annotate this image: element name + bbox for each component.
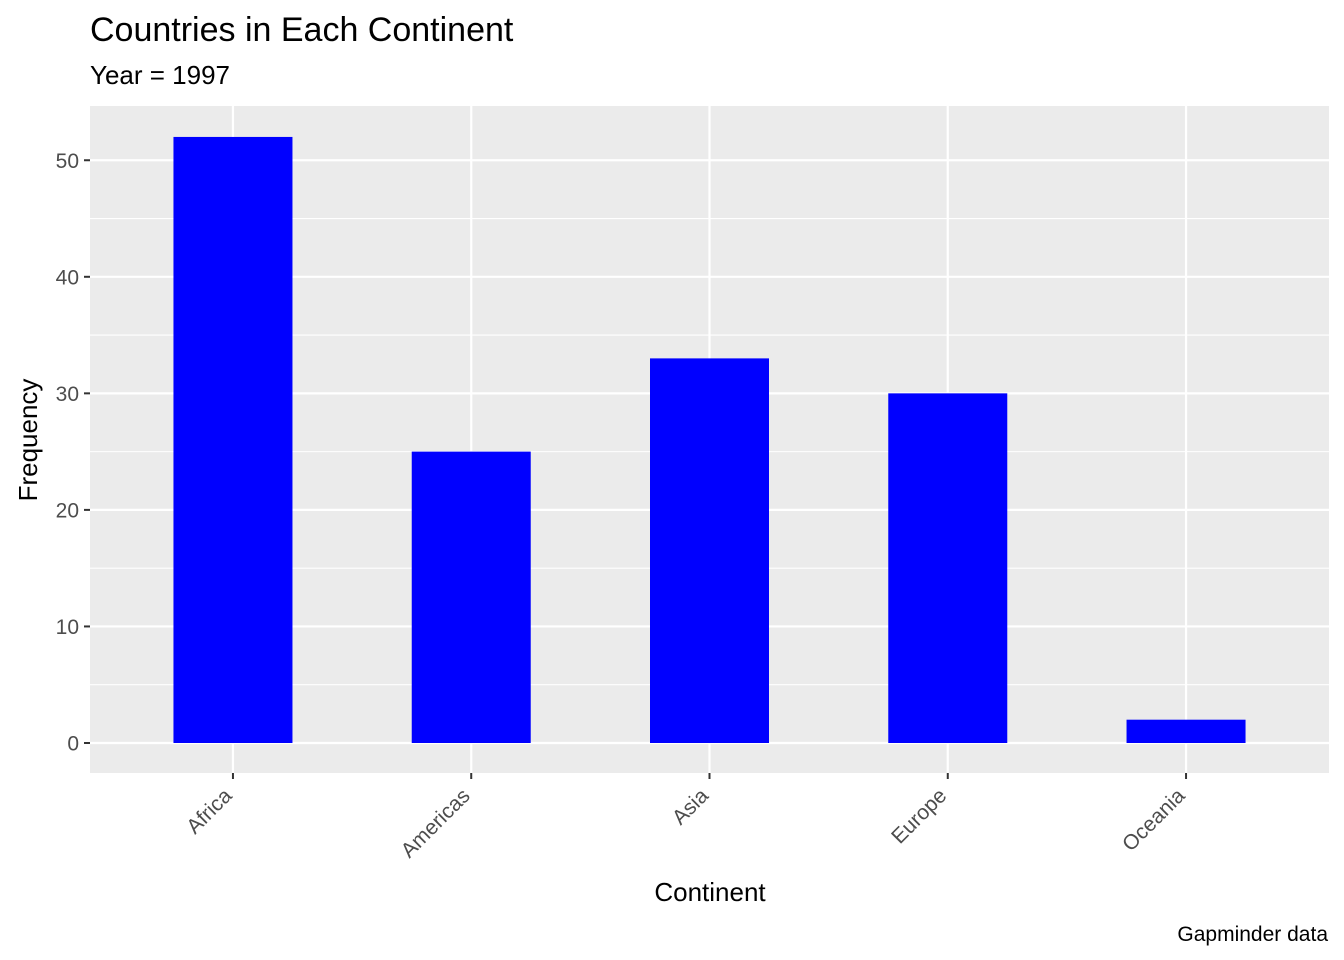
x-axis-title: Continent [654,877,766,907]
x-tick-label: Europe [887,784,951,848]
bars [173,136,1246,743]
y-tick-label: 40 [56,266,79,289]
y-tick-label: 20 [56,499,79,522]
x-tick-label: Africa [182,784,236,838]
chart-title: Countries in Each Continent [90,11,514,49]
chart-caption: Gapminder data [1177,923,1328,946]
bar-africa [173,136,293,743]
bar-europe [888,393,1008,743]
y-axis: 0 10 20 30 40 50 [56,150,90,756]
bar-americas [411,451,531,743]
y-axis-title: Frequency [13,379,43,502]
bar-oceania [1126,719,1246,743]
y-tick-label: 0 [67,733,79,756]
y-tick-label: 50 [56,150,79,173]
bar-asia [650,358,769,743]
x-axis: Africa Americas Asia Europe Oceania [182,773,1190,862]
y-tick-label: 10 [56,616,79,639]
chart-subtitle: Year = 1997 [90,60,230,90]
x-tick-label: Oceania [1118,784,1190,856]
x-tick-label: Americas [397,784,475,862]
y-tick-label: 30 [56,383,79,406]
x-tick-label: Asia [668,784,713,829]
